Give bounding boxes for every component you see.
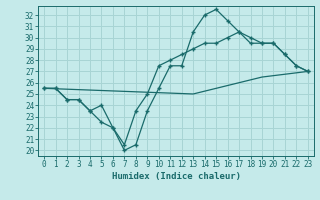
X-axis label: Humidex (Indice chaleur): Humidex (Indice chaleur) [111, 172, 241, 181]
